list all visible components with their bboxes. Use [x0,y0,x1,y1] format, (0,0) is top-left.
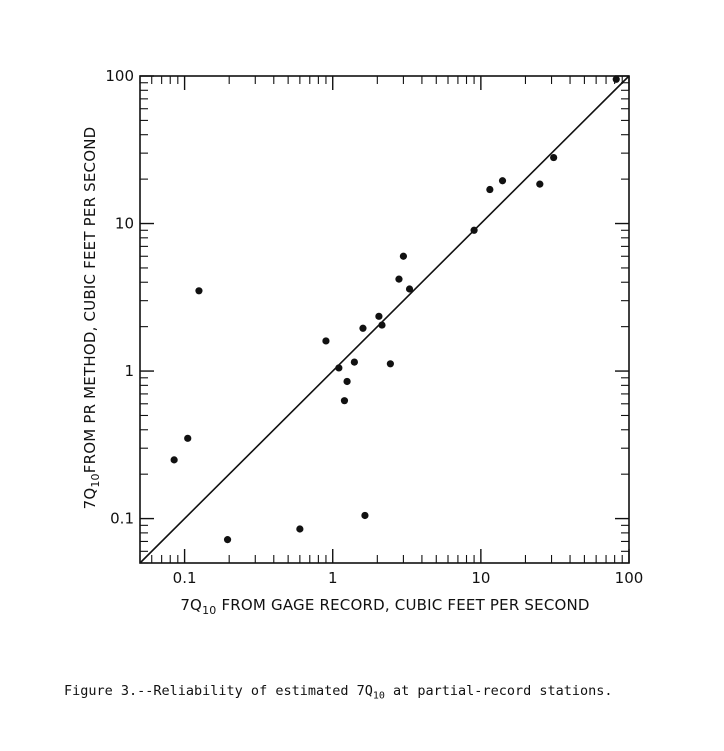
y-tick-label: 1 [124,362,134,380]
data-point [395,275,403,283]
data-point [386,360,394,368]
data-point [184,434,192,442]
x-axis-title: 7Q10 FROM GAGE RECORD, CUBIC FEET PER SE… [180,596,589,617]
data-point [486,185,494,194]
y-tick-label: 100 [105,67,134,85]
data-point [498,177,507,185]
data-point [405,285,414,293]
data-point [170,456,178,464]
data-point [536,180,544,188]
data-point [550,153,558,162]
data-points [170,75,620,544]
data-point [223,536,232,544]
data-point [335,364,343,372]
x-tick-label: 10 [471,569,490,587]
data-point [195,287,203,295]
data-point [361,511,369,520]
tick-labels: 0.1 1 10 100 0.1 1 10 100 [105,67,643,587]
data-point [340,397,349,405]
plot-border [139,75,630,564]
x-tick-label: 100 [615,569,644,587]
scatter-chart: 0.1 1 10 100 0.1 1 10 100 7Q10 FROM GAGE RECORD… [81,67,643,617]
one-to-one-line-group [139,75,630,564]
one-to-one-line [139,75,630,564]
figure-caption: Figure 3.--Reliability of estimated 7Q10… [64,683,613,702]
plot-frame [139,75,630,564]
y-axis-title: 7Q10FROM PR METHOD, CUBIC FEET PER SECON… [81,127,102,510]
data-point [470,226,478,234]
data-point [359,324,367,332]
data-point [343,377,351,386]
data-point [612,75,620,83]
data-point [378,321,386,329]
x-tick-label: 1 [328,569,338,587]
data-point [322,337,330,345]
data-point [399,252,408,260]
axis-ticks [139,75,630,564]
y-tick-label: 10 [115,215,134,233]
x-tick-label: 0.1 [173,569,197,587]
y-tick-label: 0.1 [110,510,134,528]
data-point [350,358,358,366]
data-point [375,312,383,320]
data-point [296,525,304,533]
